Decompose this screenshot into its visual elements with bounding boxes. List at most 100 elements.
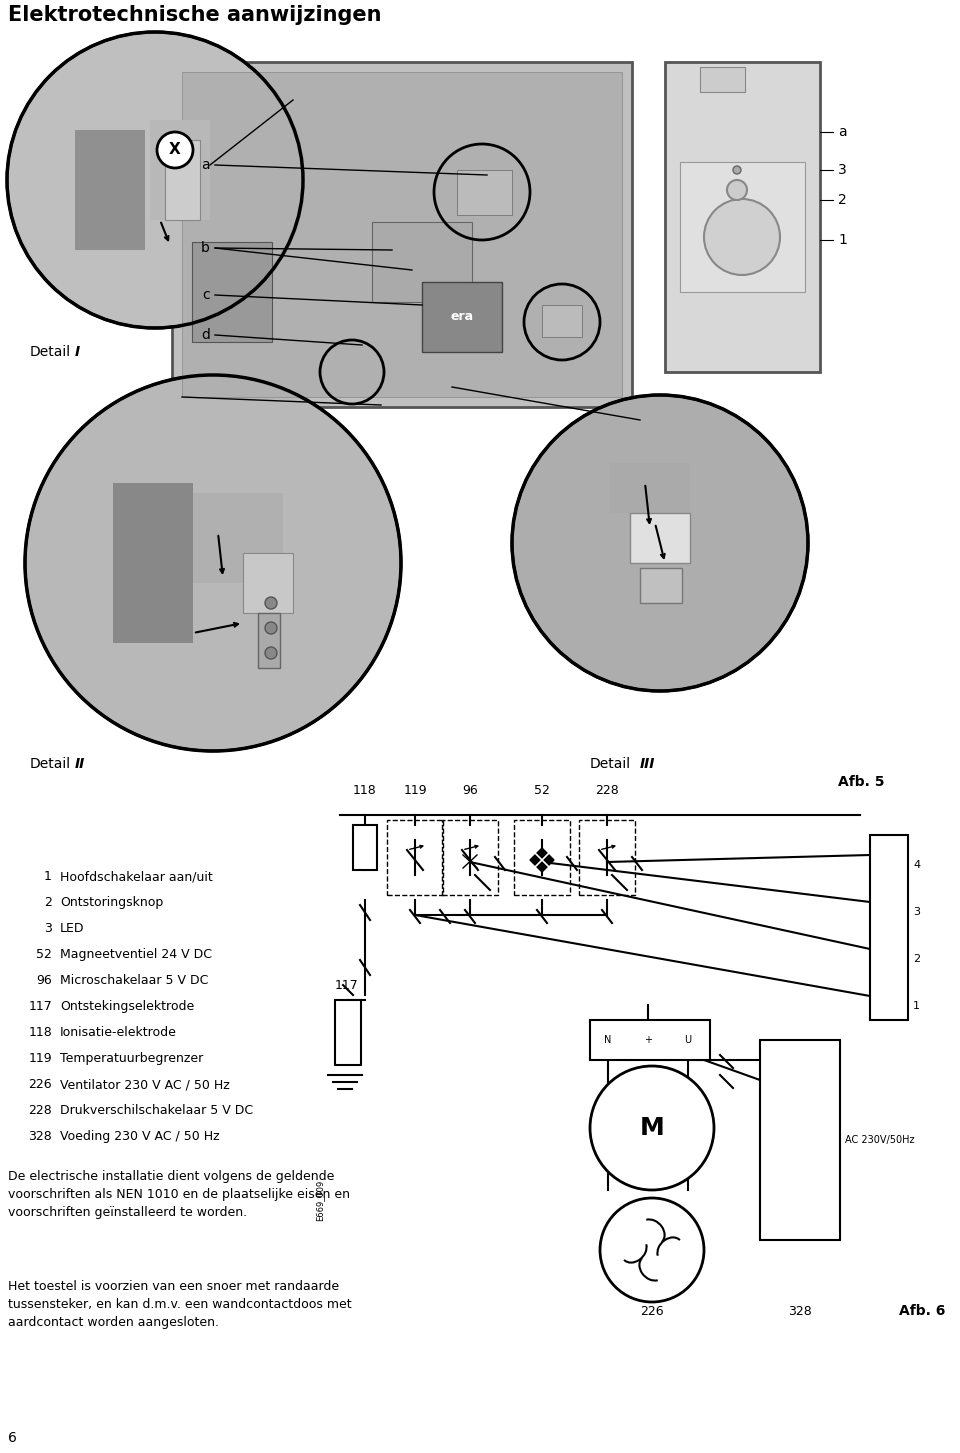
Bar <box>579 819 635 895</box>
Circle shape <box>590 1067 714 1190</box>
Text: LED: LED <box>60 923 84 934</box>
Bar <box>610 464 690 513</box>
Text: Afb. 5: Afb. 5 <box>838 774 885 789</box>
Text: 228: 228 <box>595 785 619 798</box>
Text: Ontstoringsknop: Ontstoringsknop <box>60 897 163 910</box>
Circle shape <box>157 132 193 169</box>
Text: Ventilator 230 V AC / 50 Hz: Ventilator 230 V AC / 50 Hz <box>60 1078 229 1091</box>
Text: era: era <box>450 311 473 324</box>
Text: Temperatuurbegrenzer: Temperatuurbegrenzer <box>60 1052 204 1065</box>
Bar <box>192 243 272 341</box>
Circle shape <box>512 395 808 692</box>
Text: 1: 1 <box>913 1001 920 1011</box>
Text: 328: 328 <box>28 1130 52 1144</box>
Bar <box>542 305 582 337</box>
Bar <box>760 1040 840 1239</box>
Circle shape <box>25 375 401 751</box>
Bar <box>870 835 908 1020</box>
Text: 228: 228 <box>28 1104 52 1117</box>
Bar <box>182 73 622 397</box>
Bar <box>680 161 805 292</box>
Text: 117: 117 <box>335 979 359 992</box>
Bar <box>172 62 632 407</box>
Bar <box>353 825 377 870</box>
Text: 4: 4 <box>913 860 920 870</box>
Text: Elektrotechnische aanwijzingen: Elektrotechnische aanwijzingen <box>8 4 381 25</box>
Text: Detail: Detail <box>590 757 631 772</box>
Text: 3: 3 <box>913 907 920 917</box>
Text: +: + <box>644 1035 652 1045</box>
Circle shape <box>727 180 747 201</box>
Text: X: X <box>169 142 180 157</box>
Text: 96: 96 <box>462 785 478 798</box>
Text: 1: 1 <box>44 870 52 883</box>
Bar <box>457 170 512 215</box>
Text: E669_009: E669_009 <box>316 1180 324 1221</box>
Text: Drukverschilschakelaar 5 V DC: Drukverschilschakelaar 5 V DC <box>60 1104 253 1117</box>
Text: Afb. 6: Afb. 6 <box>899 1303 945 1318</box>
Text: I: I <box>75 344 80 359</box>
Text: 52: 52 <box>36 947 52 960</box>
Text: II: II <box>75 757 85 772</box>
Circle shape <box>704 199 780 275</box>
Text: Detail: Detail <box>30 757 71 772</box>
Bar <box>590 1020 710 1061</box>
Bar <box>335 1000 361 1065</box>
Bar <box>372 222 472 302</box>
Text: 226: 226 <box>29 1078 52 1091</box>
Text: Voeding 230 V AC / 50 Hz: Voeding 230 V AC / 50 Hz <box>60 1130 220 1144</box>
Bar <box>150 121 210 219</box>
Text: 3: 3 <box>838 163 847 177</box>
Text: 119: 119 <box>29 1052 52 1065</box>
Bar <box>258 613 280 668</box>
Text: 6: 6 <box>8 1431 17 1444</box>
Bar <box>700 67 745 92</box>
Bar <box>113 482 193 644</box>
Text: 96: 96 <box>36 974 52 987</box>
Text: b: b <box>202 241 210 254</box>
Text: a: a <box>838 125 847 139</box>
Circle shape <box>265 647 277 660</box>
Text: Microschakelaar 5 V DC: Microschakelaar 5 V DC <box>60 974 208 987</box>
Text: 1: 1 <box>838 232 847 247</box>
Text: 52: 52 <box>534 785 550 798</box>
Text: De electrische installatie dient volgens de geldende
voorschriften als NEN 1010 : De electrische installatie dient volgens… <box>8 1170 350 1219</box>
Bar <box>422 282 502 352</box>
Text: 3: 3 <box>44 923 52 934</box>
Text: Detail: Detail <box>30 344 71 359</box>
Text: 118: 118 <box>353 785 377 798</box>
Text: 118: 118 <box>28 1026 52 1039</box>
Bar <box>193 493 283 583</box>
Bar <box>75 129 145 250</box>
Polygon shape <box>530 849 554 872</box>
Text: M: M <box>639 1116 664 1141</box>
Bar <box>165 139 200 219</box>
Text: 119: 119 <box>403 785 427 798</box>
Bar <box>514 819 570 895</box>
Text: 328: 328 <box>788 1305 812 1318</box>
Bar <box>243 554 293 613</box>
Circle shape <box>265 597 277 609</box>
Circle shape <box>265 622 277 634</box>
Bar <box>387 819 443 895</box>
Text: 117: 117 <box>28 1000 52 1013</box>
Circle shape <box>7 32 303 328</box>
Text: Hoofdschakelaar aan/uit: Hoofdschakelaar aan/uit <box>60 870 213 883</box>
Text: III: III <box>640 757 656 772</box>
Text: U: U <box>684 1035 691 1045</box>
Text: N: N <box>604 1035 612 1045</box>
Text: AC 230V/50Hz: AC 230V/50Hz <box>845 1135 915 1145</box>
Circle shape <box>600 1199 704 1302</box>
Bar <box>630 513 690 562</box>
Text: d: d <box>202 328 210 341</box>
Bar <box>442 819 498 895</box>
Bar <box>640 568 682 603</box>
Circle shape <box>733 166 741 174</box>
Text: Magneetventiel 24 V DC: Magneetventiel 24 V DC <box>60 947 212 960</box>
Text: a: a <box>202 158 210 171</box>
Bar <box>665 62 820 372</box>
Text: 226: 226 <box>640 1305 663 1318</box>
Text: 2: 2 <box>838 193 847 206</box>
Text: Het toestel is voorzien van een snoer met randaarde
tussensteker, en kan d.m.v. : Het toestel is voorzien van een snoer me… <box>8 1280 351 1329</box>
Text: c: c <box>203 288 210 302</box>
